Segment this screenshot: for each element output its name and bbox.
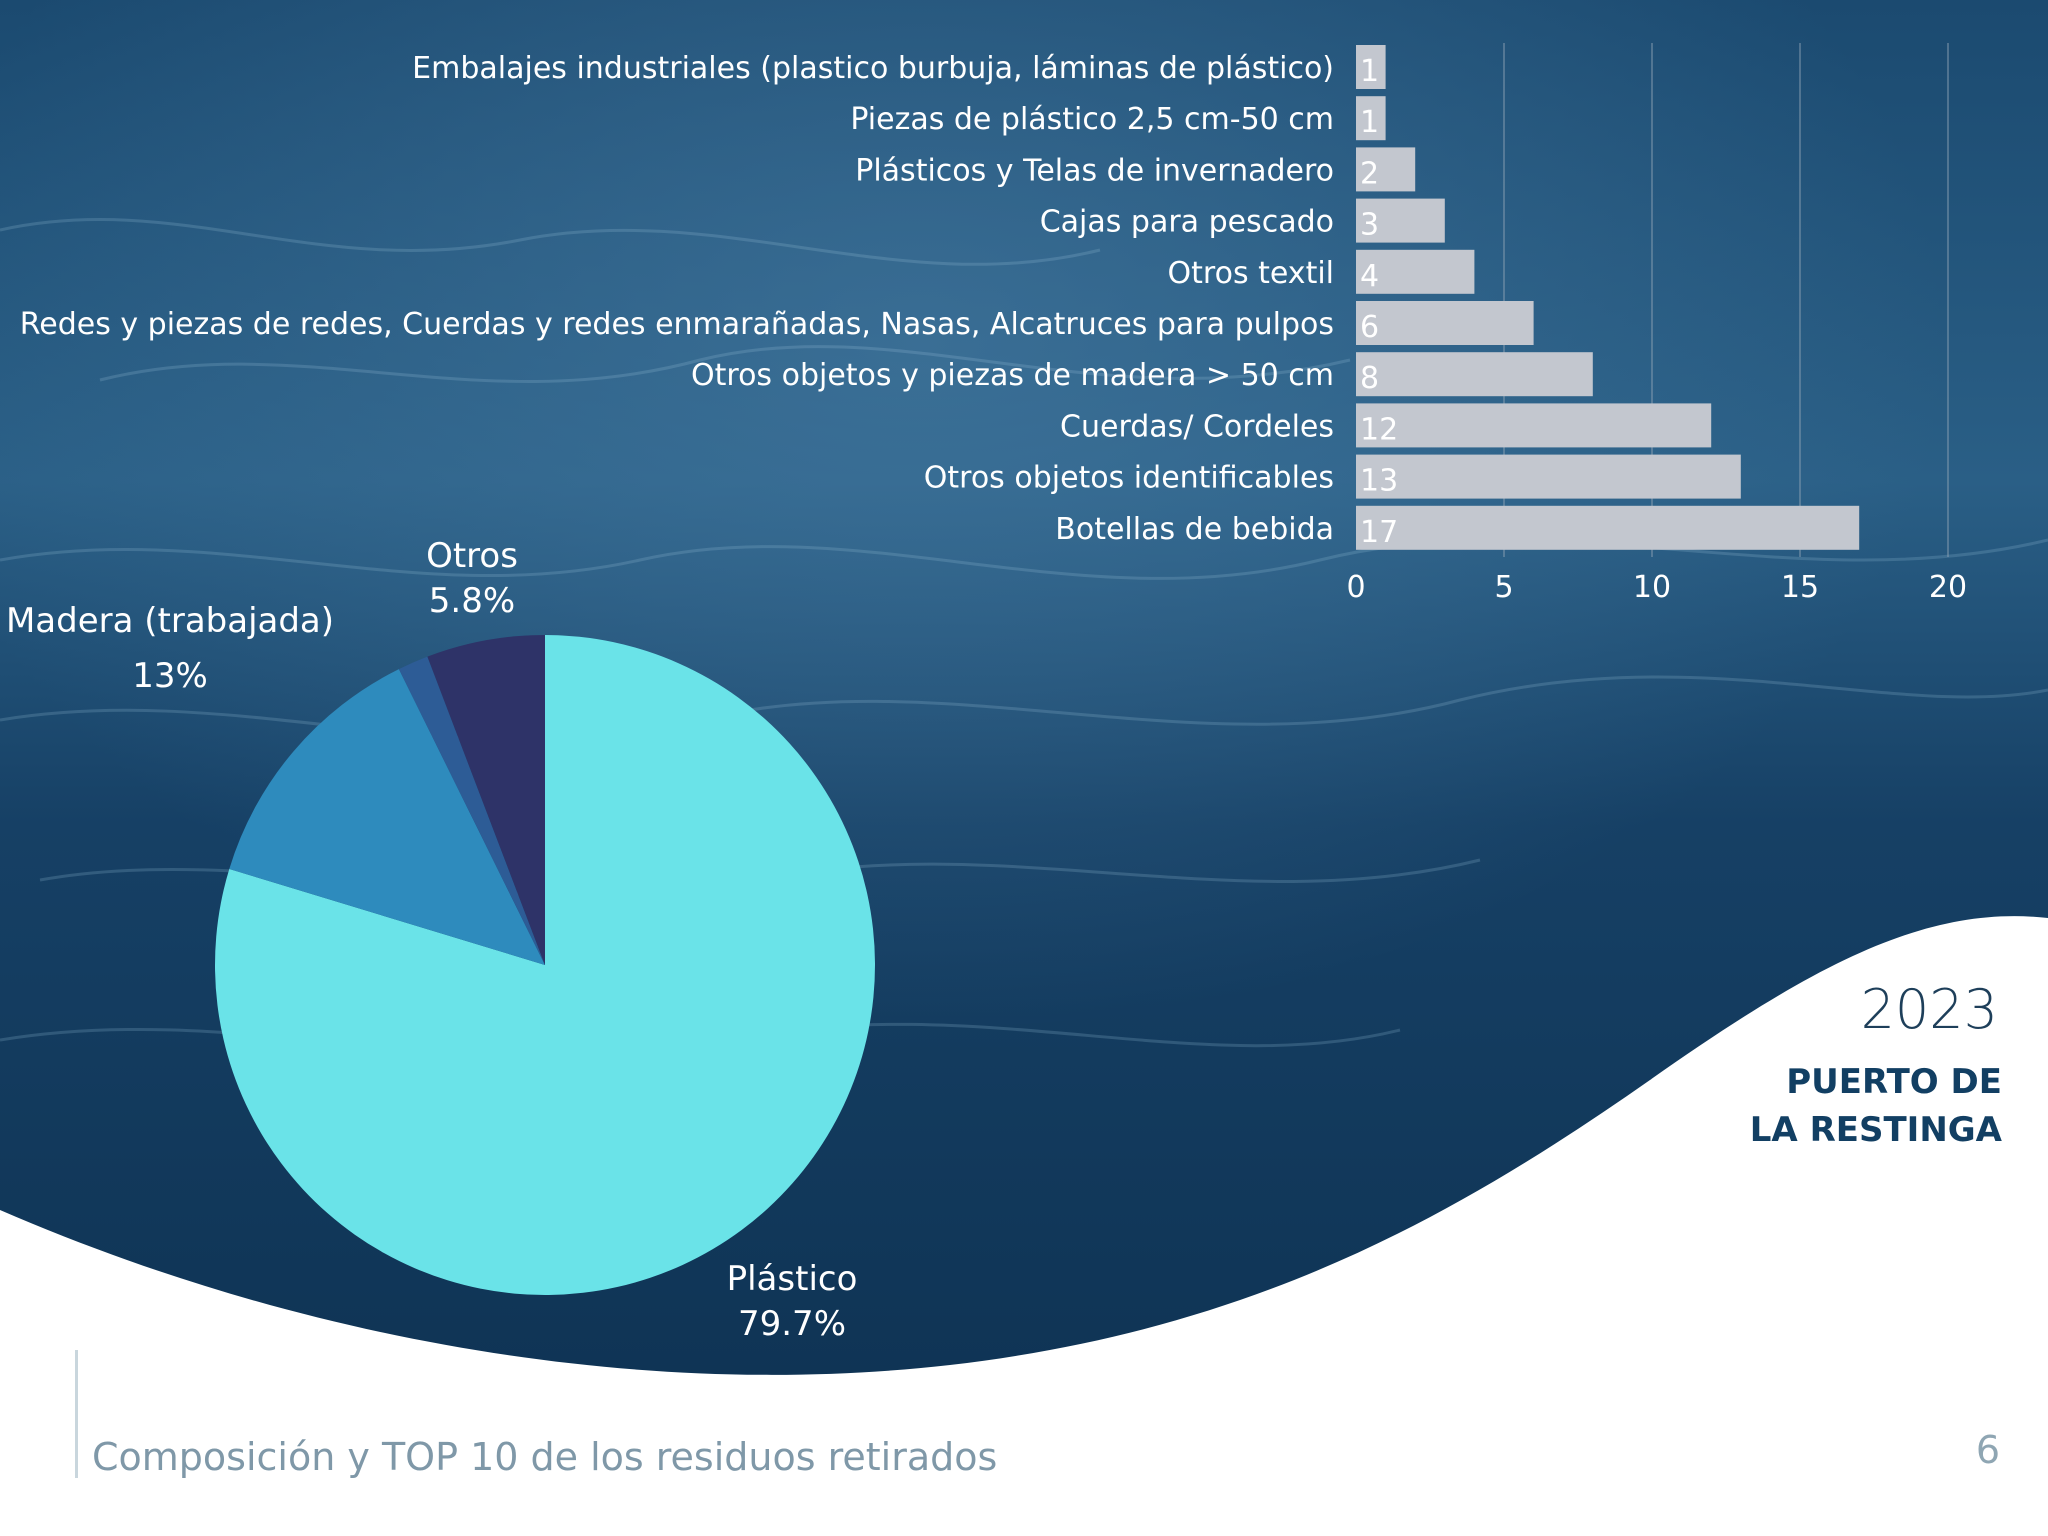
bar-value-label: 3 bbox=[1360, 208, 1379, 243]
x-tick-label: 10 bbox=[1633, 570, 1671, 605]
bar bbox=[1356, 352, 1593, 397]
pie-chart-slices bbox=[214, 635, 875, 1295]
bar bbox=[1356, 454, 1741, 499]
bar-category-label: Plásticos y Telas de invernadero bbox=[855, 153, 1334, 188]
bar-value-label: 6 bbox=[1360, 310, 1379, 345]
report-year: 2023 bbox=[1860, 978, 1998, 1041]
pie-slice bbox=[398, 656, 545, 965]
bar bbox=[1356, 198, 1445, 243]
pie-slice-label: Madera (trabajada) bbox=[6, 601, 334, 641]
bar-chart-category-labels: Embalajes industriales (plastico burbuja… bbox=[20, 51, 1334, 547]
bar-category-label: Otros objetos y piezas de madera > 50 cm bbox=[691, 358, 1334, 393]
pie-chart-labels: Plástico 79.7% Madera (trabajada) 13% Otros 5… bbox=[6, 536, 857, 1344]
bar-category-label: Redes y piezas de redes, Cuerdas y redes… bbox=[20, 307, 1334, 342]
location-line-1: PUERTO DE bbox=[1786, 1062, 2002, 1102]
pie-slice bbox=[427, 635, 545, 965]
pie-slice-label: Plástico bbox=[727, 1259, 858, 1299]
bar-category-label: Otros objetos identificables bbox=[924, 461, 1334, 496]
x-tick-label: 15 bbox=[1781, 570, 1819, 605]
bar-category-label: Botellas de bebida bbox=[1055, 512, 1334, 547]
x-tick-label: 0 bbox=[1346, 570, 1365, 605]
bar-value-label: 12 bbox=[1360, 412, 1398, 447]
x-tick-label: 20 bbox=[1929, 570, 1967, 605]
bar-value-label: 17 bbox=[1360, 515, 1398, 550]
bar bbox=[1356, 403, 1712, 448]
pie-slice bbox=[214, 635, 875, 1295]
location-title: PUERTO DE LA RESTINGA bbox=[1750, 1058, 2002, 1154]
bar bbox=[1356, 147, 1416, 192]
bar-category-label: Cajas para pescado bbox=[1040, 205, 1334, 240]
bar-value-label: 13 bbox=[1360, 464, 1398, 499]
bar bbox=[1356, 45, 1386, 89]
pie-slice-percent: 79.7% bbox=[738, 1304, 846, 1344]
bar-value-label: 8 bbox=[1360, 361, 1379, 396]
pie-slice-label: Otros bbox=[426, 536, 518, 576]
bar-category-label: Otros textil bbox=[1168, 256, 1334, 291]
footer-divider bbox=[75, 1350, 78, 1478]
bar-category-label: Cuerdas/ Cordeles bbox=[1060, 409, 1334, 444]
bar bbox=[1356, 301, 1534, 345]
bar-chart-x-ticks: 0 5 10 15 20 bbox=[1346, 570, 1967, 605]
x-tick-label: 5 bbox=[1494, 570, 1513, 605]
pie-slice bbox=[229, 669, 545, 965]
location-line-2: LA RESTINGA bbox=[1749, 1110, 2002, 1150]
bar bbox=[1356, 96, 1386, 141]
pie-slice-percent: 13% bbox=[132, 656, 208, 696]
bar-value-label: 1 bbox=[1360, 105, 1379, 140]
bar-chart-bars bbox=[1356, 45, 1860, 550]
bar-value-label: 1 bbox=[1360, 54, 1379, 89]
bar bbox=[1356, 505, 1860, 550]
bar-category-label: Piezas de plástico 2,5 cm-50 cm bbox=[850, 102, 1334, 137]
bar bbox=[1356, 249, 1475, 294]
bar-category-label: Embalajes industriales (plastico burbuja… bbox=[412, 51, 1334, 86]
bar-value-label: 4 bbox=[1360, 259, 1379, 294]
pie-slice-percent: 5.8% bbox=[429, 581, 515, 621]
bar-value-label: 2 bbox=[1360, 156, 1379, 191]
page-number: 6 bbox=[1975, 1428, 2000, 1472]
footer-title: Composición y TOP 10 de los residuos ret… bbox=[92, 1435, 998, 1479]
